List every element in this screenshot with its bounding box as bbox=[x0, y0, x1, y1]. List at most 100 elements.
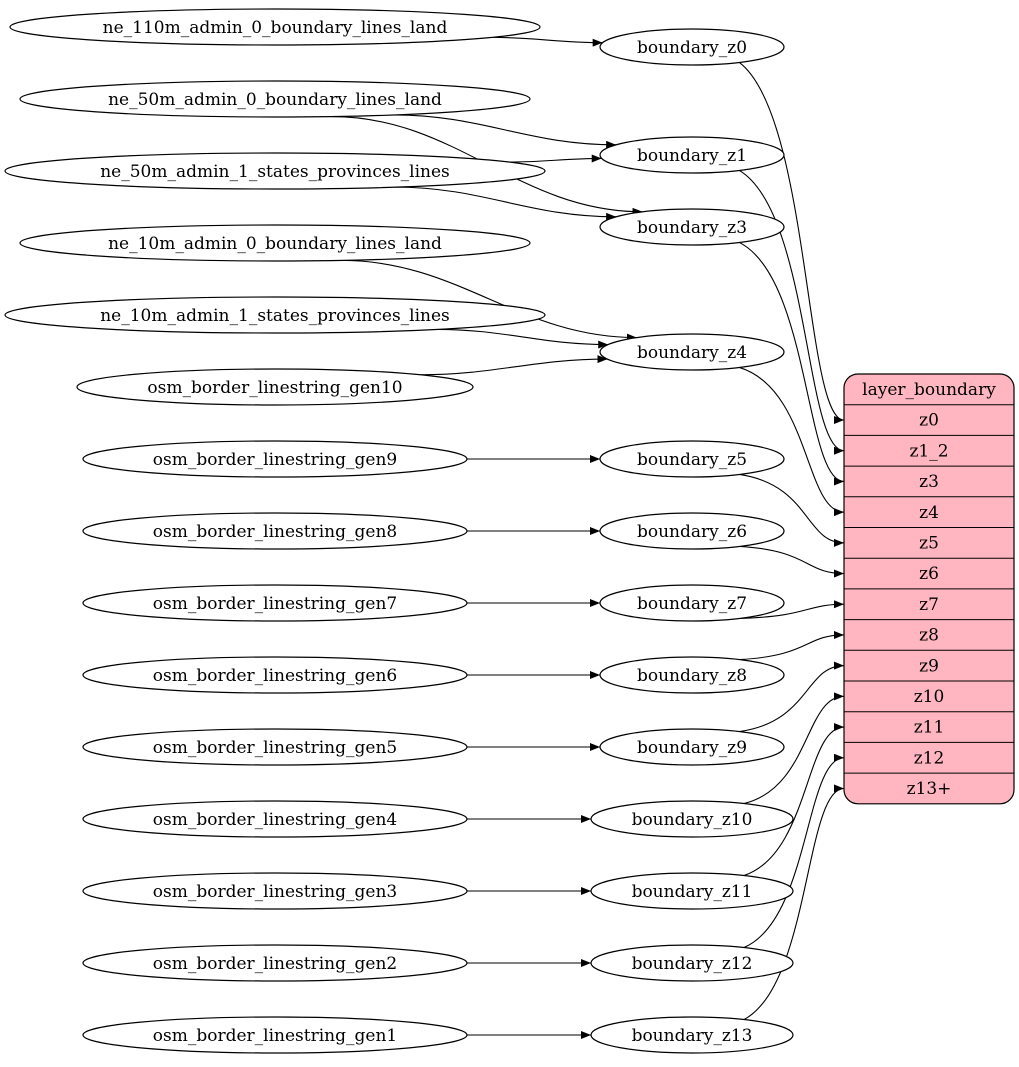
node-ellipse bbox=[590, 800, 794, 838]
node-label: boundary_z4 bbox=[637, 343, 747, 363]
node-ellipse bbox=[82, 1016, 468, 1054]
record-port-z8: z8 bbox=[919, 626, 939, 646]
boundary-node: boundary_z6 bbox=[599, 512, 785, 550]
node-ellipse bbox=[599, 584, 785, 622]
edge bbox=[437, 328, 609, 349]
node-label: ne_10m_admin_1_states_provinces_lines bbox=[100, 306, 450, 326]
node-label: ne_50m_admin_0_boundary_lines_land bbox=[108, 90, 442, 110]
node-label: osm_border_linestring_gen2 bbox=[153, 954, 397, 974]
boundary-node: boundary_z3 bbox=[599, 208, 785, 246]
node-ellipse bbox=[82, 728, 468, 766]
node-ellipse bbox=[82, 512, 468, 550]
edge bbox=[341, 259, 637, 342]
source-node: osm_border_linestring_gen3 bbox=[82, 872, 468, 910]
node-ellipse bbox=[599, 512, 785, 550]
record-port-z11: z11 bbox=[914, 718, 945, 738]
node-ellipse bbox=[82, 944, 468, 982]
record-port-z7: z7 bbox=[919, 595, 939, 615]
record-port-z0: z0 bbox=[919, 411, 939, 431]
node-ellipse bbox=[19, 224, 531, 262]
source-node: osm_border_linestring_gen10 bbox=[76, 368, 474, 406]
node-ellipse bbox=[4, 152, 546, 190]
node-label: boundary_z7 bbox=[637, 594, 747, 614]
edge bbox=[743, 692, 845, 805]
node-label: boundary_z13 bbox=[632, 1026, 753, 1046]
record-port-z12: z12 bbox=[914, 748, 945, 768]
node-label: osm_border_linestring_gen10 bbox=[147, 378, 402, 398]
source-node: osm_border_linestring_gen4 bbox=[82, 800, 468, 838]
node-ellipse bbox=[82, 440, 468, 478]
node-label: boundary_z9 bbox=[637, 738, 747, 758]
record-port-z3: z3 bbox=[919, 472, 939, 492]
source-node: osm_border_linestring_gen1 bbox=[82, 1016, 468, 1054]
source-node: ne_110m_admin_0_boundary_lines_land bbox=[9, 8, 541, 46]
boundary-node: boundary_z1 bbox=[599, 136, 785, 174]
source-node: osm_border_linestring_gen8 bbox=[82, 512, 468, 550]
node-ellipse bbox=[599, 656, 785, 694]
edge bbox=[509, 154, 602, 163]
edge bbox=[739, 169, 845, 455]
node-label: boundary_z10 bbox=[632, 810, 753, 830]
edge bbox=[739, 241, 845, 486]
edge bbox=[743, 723, 845, 877]
node-ellipse bbox=[82, 656, 468, 694]
edge bbox=[739, 61, 845, 424]
record-port-z1_2: z1_2 bbox=[909, 441, 948, 461]
node-label: boundary_z11 bbox=[632, 882, 753, 902]
edge bbox=[739, 630, 845, 661]
node-label: osm_border_linestring_gen3 bbox=[153, 882, 397, 902]
node-ellipse bbox=[599, 28, 785, 66]
node-ellipse bbox=[599, 208, 785, 246]
edge bbox=[743, 753, 845, 949]
node-ellipse bbox=[82, 872, 468, 910]
node-label: osm_border_linestring_gen8 bbox=[153, 522, 397, 542]
node-ellipse bbox=[590, 944, 794, 982]
node-ellipse bbox=[4, 296, 546, 334]
edge bbox=[743, 784, 845, 1021]
boundary-node: boundary_z13 bbox=[590, 1016, 794, 1054]
boundary-node: boundary_z11 bbox=[590, 872, 794, 910]
edge bbox=[393, 114, 617, 149]
layer-boundary-record: layer_boundary z0 z1_2 z3 z4 z5 z6 z7 z8 z9 z10 z11… bbox=[843, 373, 1015, 805]
node-label: boundary_z12 bbox=[632, 954, 753, 974]
source-node: ne_10m_admin_1_states_provinces_lines bbox=[4, 296, 546, 334]
node-label: ne_10m_admin_0_boundary_lines_land bbox=[108, 234, 442, 254]
node-ellipse bbox=[599, 728, 785, 766]
node-label: boundary_z6 bbox=[637, 522, 747, 542]
record-port-z9: z9 bbox=[919, 656, 939, 676]
node-ellipse bbox=[599, 333, 785, 371]
node-ellipse bbox=[590, 872, 794, 910]
node-label: boundary_z0 bbox=[637, 38, 747, 58]
edge bbox=[739, 545, 845, 578]
node-label: osm_border_linestring_gen4 bbox=[153, 810, 397, 830]
source-node: osm_border_linestring_gen9 bbox=[82, 440, 468, 478]
source-node: ne_10m_admin_0_boundary_lines_land bbox=[19, 224, 531, 262]
node-label: osm_border_linestring_gen1 bbox=[153, 1026, 397, 1046]
source-node: osm_border_linestring_gen6 bbox=[82, 656, 468, 694]
edge bbox=[395, 186, 617, 221]
node-label: osm_border_linestring_gen5 bbox=[153, 738, 397, 758]
boundary-node: boundary_z9 bbox=[599, 728, 785, 766]
edges bbox=[332, 36, 845, 1039]
edge bbox=[739, 366, 845, 517]
node-label: boundary_z1 bbox=[637, 146, 747, 166]
source-node: osm_border_linestring_gen5 bbox=[82, 728, 468, 766]
node-label: osm_border_linestring_gen7 bbox=[153, 594, 397, 614]
node-label: osm_border_linestring_gen6 bbox=[153, 666, 397, 686]
edge bbox=[491, 36, 603, 47]
boundary-node: boundary_z10 bbox=[590, 800, 794, 838]
node-ellipse bbox=[9, 8, 541, 46]
node-ellipse bbox=[82, 584, 468, 622]
source-node: ne_50m_admin_1_states_provinces_lines bbox=[4, 152, 546, 190]
source-node: osm_border_linestring_gen2 bbox=[82, 944, 468, 982]
node-label: boundary_z5 bbox=[637, 450, 747, 470]
node-label: ne_50m_admin_1_states_provinces_lines bbox=[100, 162, 450, 182]
node-ellipse bbox=[82, 800, 468, 838]
edge bbox=[739, 661, 845, 733]
source-node: osm_border_linestring_gen7 bbox=[82, 584, 468, 622]
node-ellipse bbox=[590, 1016, 794, 1054]
boundary-node: boundary_z0 bbox=[599, 28, 785, 66]
boundary-node: boundary_z12 bbox=[590, 944, 794, 982]
boundary-node: boundary_z8 bbox=[599, 656, 785, 694]
